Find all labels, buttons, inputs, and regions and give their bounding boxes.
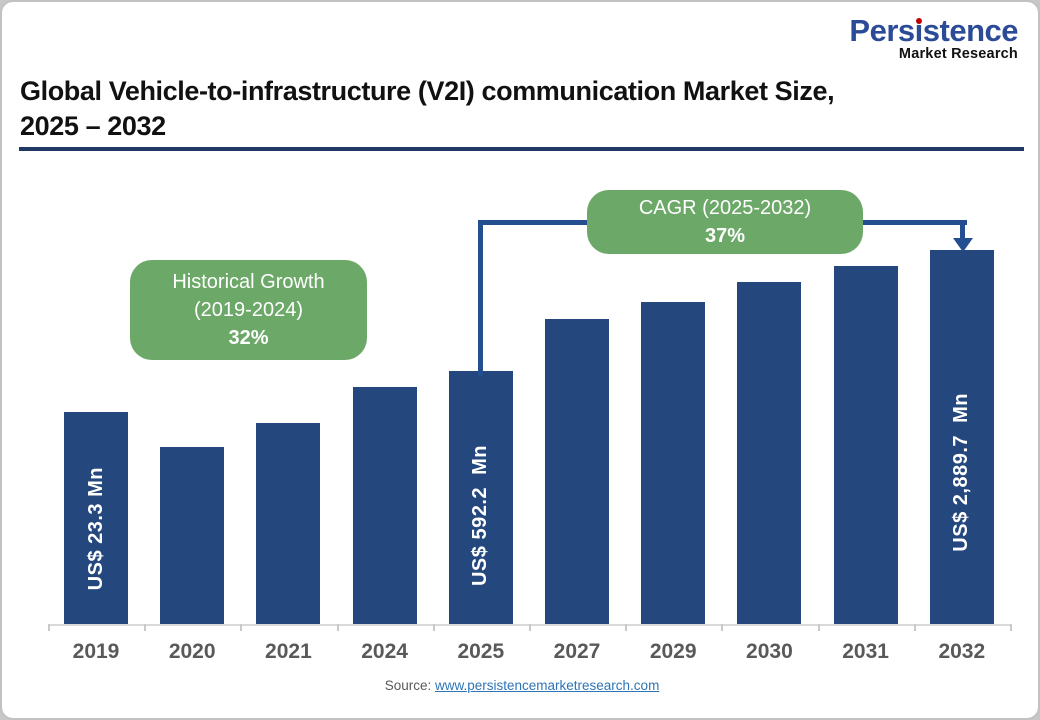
bar-2020 (160, 447, 225, 624)
x-axis-label-2019: 2019 (72, 640, 120, 663)
source-label: Source: (384, 678, 432, 693)
x-axis-tick (721, 624, 724, 631)
logo-subtitle: Market Research (898, 46, 1018, 62)
x-axis-tick (48, 624, 50, 631)
source-line: Source: www.persistencemarketresearch.co… (2, 678, 1038, 693)
historical-growth-line2: (2019-2024) (194, 299, 303, 321)
bar-2030 (737, 282, 802, 624)
bar-2021 (256, 423, 321, 624)
cagr-value: 37% (704, 225, 746, 247)
source-link[interactable]: www.persistencemarketresearch.com (434, 678, 660, 693)
historical-growth-value: 32% (228, 327, 269, 349)
x-axis-tick (144, 624, 147, 631)
bar-2025: US$ 592.2 Mn (448, 371, 513, 624)
bar-2027 (545, 319, 609, 624)
bar-value-label-2019: US$ 23.3 Mn (84, 466, 107, 590)
x-axis-label-2032: 2032 (938, 640, 986, 663)
logo-brand-post: stence (922, 13, 1019, 48)
historical-growth-callout: Historical Growth (2019-2024) 32% (130, 260, 367, 360)
cagr-line1: CAGR (2025-2032) (638, 197, 812, 219)
x-axis-label-2031: 2031 (842, 640, 889, 663)
cagr-callout: CAGR (2025-2032) 37% (587, 190, 863, 254)
x-axis-tick (336, 624, 339, 631)
bar-2029 (641, 302, 706, 624)
persistence-market-research-logo: Persıstence Market Research (849, 15, 1018, 62)
bar-2032: US$ 2,889.7 Mn (929, 250, 994, 624)
logo-i-red-dot: ı (914, 13, 924, 48)
x-axis-tick (913, 624, 916, 631)
x-axis-label-2027: 2027 (553, 640, 601, 663)
x-axis-tick (1010, 624, 1012, 631)
x-axis-tick (625, 624, 628, 631)
page-title-line2: 2025 – 2032 (20, 111, 166, 141)
bar-value-label-2025: US$ 592.2 Mn (469, 444, 492, 586)
x-axis-label-2020: 2020 (168, 640, 216, 663)
connector-vertical-line-2032 (960, 220, 965, 239)
x-axis-label-2029: 2029 (649, 640, 697, 663)
x-axis-tick (240, 624, 243, 631)
logo-brand-text: Persıstence (849, 15, 1018, 46)
x-axis-label-2025: 2025 (457, 640, 505, 663)
x-axis-label-2030: 2030 (746, 640, 793, 663)
x-axis-label-2021: 2021 (265, 640, 312, 663)
page-title: Global Vehicle-to-infrastructure (V2I) c… (20, 74, 1010, 144)
page-title-line1: Global Vehicle-to-infrastructure (V2I) c… (20, 76, 835, 106)
bar-2019: US$ 23.3 Mn (64, 412, 128, 624)
bar-2024 (352, 387, 417, 624)
x-axis-tick (432, 624, 435, 631)
logo-brand-pre: Pers (849, 13, 915, 48)
title-underline-rule (19, 147, 1024, 151)
x-axis-label-2024: 2024 (361, 640, 408, 663)
bar-2031 (833, 266, 898, 624)
connector-vertical-line-2025 (478, 220, 483, 376)
x-axis-tick (529, 624, 531, 631)
x-axis-tick (817, 624, 820, 631)
connector-arrowhead-icon (953, 238, 973, 252)
historical-growth-line1: Historical Growth (172, 271, 325, 293)
bar-value-label-2032: US$ 2,889.7 Mn (950, 393, 973, 552)
